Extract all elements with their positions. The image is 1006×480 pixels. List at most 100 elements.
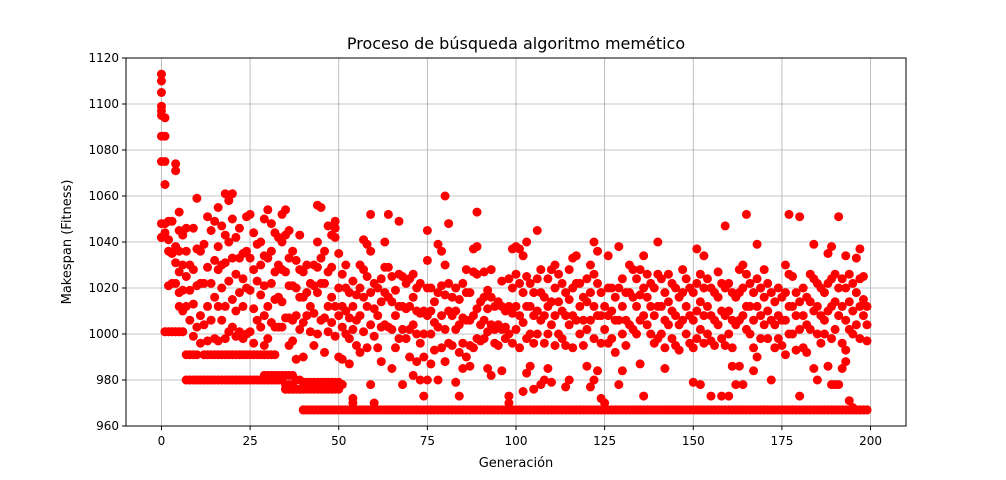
data-point [525,278,535,288]
data-point [277,297,287,307]
x-tick-label: 150 [682,434,705,448]
data-point [600,398,610,408]
data-point [688,343,698,353]
data-point [805,297,815,307]
data-point [766,375,776,385]
data-point [383,209,393,219]
data-point [454,320,464,330]
data-point [252,315,262,325]
x-tick-label: 175 [770,434,793,448]
data-point [281,267,291,277]
data-point [181,223,191,233]
data-point [156,76,166,86]
data-point [788,272,798,281]
data-point [451,377,461,387]
data-point [369,398,379,408]
data-point [837,301,847,311]
data-point [440,290,450,300]
data-point [312,262,322,272]
data-point [614,380,624,390]
data-point [195,246,205,256]
data-point [447,292,457,302]
data-point [419,329,429,339]
data-point [284,226,294,235]
data-point [171,159,181,169]
y-tick-label: 960 [96,419,119,433]
data-point [841,283,851,293]
data-point [600,301,610,311]
data-point [291,354,301,364]
data-point [752,352,762,362]
data-point [632,274,642,284]
data-point [589,334,599,344]
data-point [227,189,237,199]
data-point [518,288,528,298]
data-point [532,274,542,284]
data-point [323,221,333,231]
data-point [522,368,532,378]
data-point [539,338,549,348]
data-point [419,391,429,401]
data-point [316,253,326,263]
data-point [646,329,656,339]
data-point [298,267,308,277]
data-point [387,297,397,307]
data-point [369,331,379,341]
data-point [316,203,326,212]
data-point [390,343,400,353]
data-point [366,288,376,298]
data-point [699,283,709,293]
data-point [841,315,851,325]
data-point [497,366,507,376]
data-point [724,278,734,288]
data-point [536,265,546,275]
data-point [256,237,266,247]
data-point [408,370,418,380]
data-point [337,380,347,390]
data-point [181,246,191,256]
data-point [678,288,688,298]
data-point [390,285,400,295]
data-point [330,331,340,341]
data-point [217,315,227,325]
data-point [497,276,507,286]
data-point [642,292,652,302]
data-point [444,219,454,229]
data-point [504,391,514,401]
data-point [525,361,535,371]
data-point [841,251,851,261]
data-point [511,269,521,279]
data-point [376,357,386,367]
x-axis-ticks: 0 25 50 75 100 125 150 175 200 [158,426,882,448]
data-point [320,313,330,323]
data-point [188,331,198,341]
data-point [160,157,170,166]
data-point [515,244,525,254]
data-point [607,334,617,344]
data-point [511,301,521,311]
data-point [394,334,404,344]
data-point [270,350,280,360]
data-point [199,239,209,249]
data-point [546,320,556,330]
data-point [841,345,851,355]
data-point [263,253,273,263]
data-point [376,297,386,307]
best-point [862,405,872,415]
data-point [504,301,514,311]
y-axis-label: Makespan (Fitness) [60,180,75,305]
data-point [348,324,358,334]
data-point [699,338,709,348]
data-point [766,288,776,298]
data-point [582,274,592,284]
data-point [263,205,273,215]
x-tick-label: 100 [505,434,528,448]
data-point [288,246,298,256]
data-point [323,327,333,337]
data-point [532,329,542,339]
data-point [195,338,205,348]
data-point [401,334,411,344]
data-point [795,324,805,334]
data-point [426,329,436,339]
data-point [550,311,560,321]
